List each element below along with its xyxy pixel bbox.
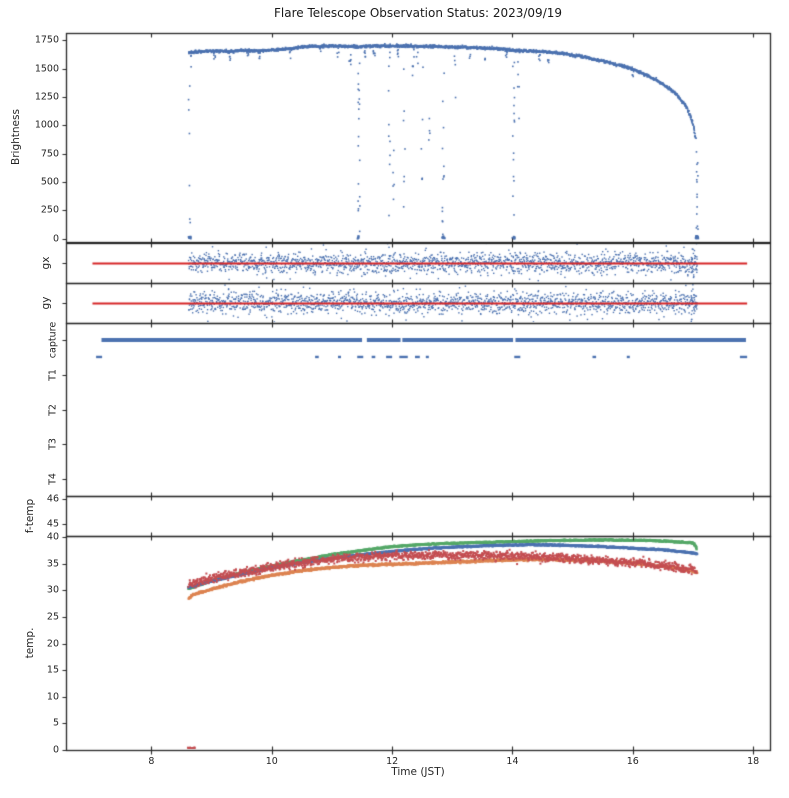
y-tick-label-temp: 35 xyxy=(46,558,59,570)
y-tick-label-temp: 40 xyxy=(46,531,59,543)
y-tick-label-temp: 15 xyxy=(46,664,59,676)
x-tick-label: 18 xyxy=(747,756,760,767)
figure-title: Flare Telescope Observation Status: 2023… xyxy=(274,6,562,20)
y-tick-label-t3: T3 xyxy=(47,438,59,451)
y-axis-label-ftemp: f-temp xyxy=(24,498,36,534)
y-tick-label-brightness: 1250 xyxy=(34,91,59,103)
y-tick-label-temp: 0 xyxy=(52,744,59,756)
x-tick-label: 16 xyxy=(626,756,639,767)
y-tick-label-brightness: 500 xyxy=(40,176,59,188)
x-tick-label: 12 xyxy=(386,756,399,767)
x-tick-label: 14 xyxy=(506,756,519,767)
x-axis-label: Time (JST) xyxy=(391,766,445,778)
y-tick-label-t1: T1 xyxy=(47,369,59,382)
y-tick-label-brightness: 750 xyxy=(40,148,59,160)
y-tick-label-brightness: 250 xyxy=(40,204,59,216)
y-tick-label-brightness: 1500 xyxy=(34,63,59,75)
y-tick-label-t4: T4 xyxy=(47,473,59,485)
x-tick-label: 8 xyxy=(148,756,155,767)
y-tick-label-brightness: 1000 xyxy=(34,119,59,131)
y-tick-label-temp: 10 xyxy=(46,691,59,703)
y-tick-label-temp: 30 xyxy=(46,584,59,596)
y-axis-label-temp: temp. xyxy=(24,627,36,659)
y-tick-label-capture: capture xyxy=(47,321,59,359)
y-tick-label-brightness: 0 xyxy=(52,233,59,245)
y-axis-label-brightness: Brightness xyxy=(10,109,22,165)
y-axis-label-gy: gy xyxy=(40,296,52,310)
y-tick-label-ftemp: 46 xyxy=(46,493,59,505)
y-tick-label-temp: 20 xyxy=(46,638,59,650)
y-tick-label-temp: 5 xyxy=(52,717,59,729)
y-tick-label-brightness: 1750 xyxy=(34,34,59,46)
x-tick-label: 10 xyxy=(265,756,278,767)
y-axis-label-gx: gx xyxy=(40,256,52,270)
y-tick-label-t2: T2 xyxy=(47,404,59,417)
y-tick-label-ftemp: 45 xyxy=(46,518,59,530)
y-tick-label-temp: 25 xyxy=(46,611,59,623)
